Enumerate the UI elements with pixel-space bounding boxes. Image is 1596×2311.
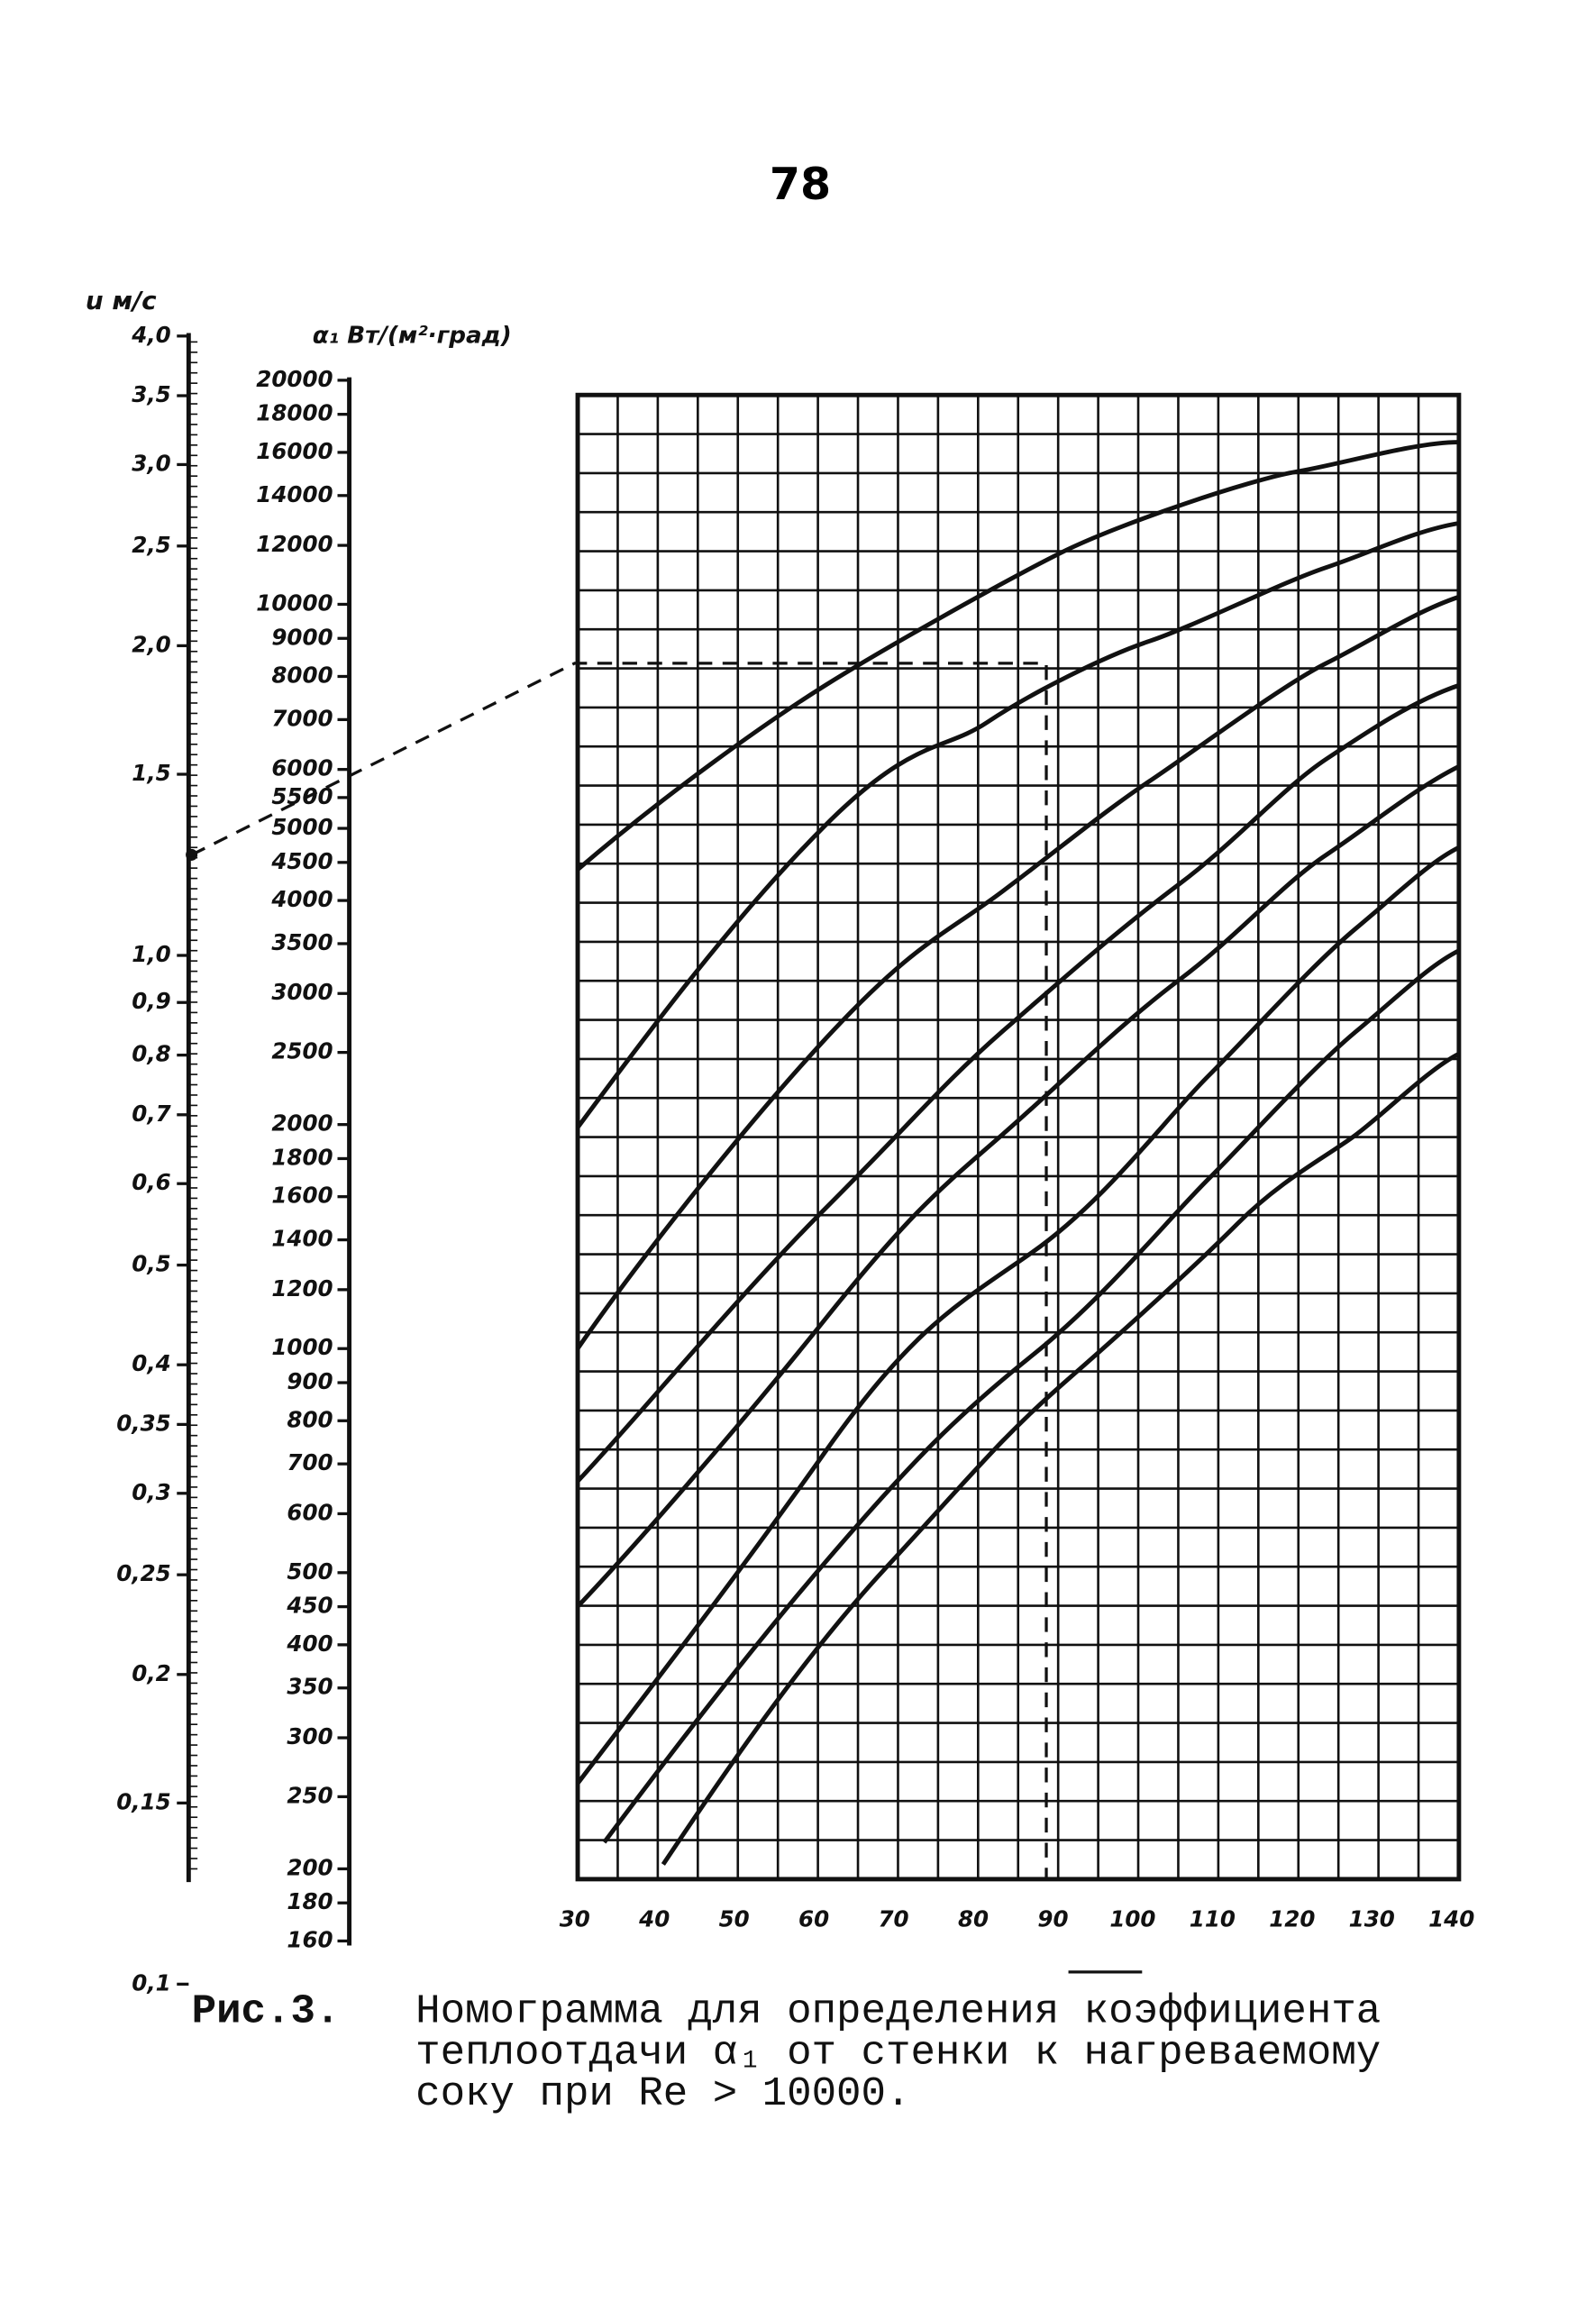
velocity-tick-label: 2,0 bbox=[132, 631, 170, 657]
curve bbox=[576, 440, 1459, 872]
key-point bbox=[186, 848, 198, 861]
x-tick-label: 80 bbox=[958, 1906, 989, 1932]
x-tick-label: 100 bbox=[1109, 1906, 1155, 1932]
velocity-tick-label: 3,0 bbox=[132, 450, 170, 476]
curve bbox=[576, 764, 1460, 1609]
velocity-tick-label: 0,1 bbox=[132, 1969, 170, 1996]
alpha-tick-label: 3000 bbox=[271, 979, 333, 1005]
alpha-tick-label: 700 bbox=[287, 1449, 333, 1475]
alpha-tick-label: 5000 bbox=[271, 814, 333, 840]
alpha-tick-label: 1400 bbox=[271, 1226, 333, 1252]
alpha-tick-label: 300 bbox=[287, 1723, 333, 1749]
velocity-label: u м/с bbox=[86, 286, 157, 315]
curve bbox=[576, 521, 1460, 1129]
caption-line: теплоотдачи α₁ от стенки к нагреваемому bbox=[415, 2029, 1381, 2076]
curves bbox=[576, 440, 1460, 1866]
alpha-tick-label: 500 bbox=[287, 1558, 333, 1585]
x-tick-label: 130 bbox=[1349, 1906, 1395, 1932]
velocity-tick-label: 0,9 bbox=[132, 988, 170, 1014]
x-tick-label: 50 bbox=[719, 1906, 750, 1932]
x-tick-label: 110 bbox=[1190, 1906, 1236, 1932]
velocity-tick-label: 0,2 bbox=[132, 1660, 170, 1686]
alpha-tick-label: 1200 bbox=[271, 1275, 333, 1302]
grid-frame bbox=[575, 392, 1462, 1882]
x-tick-label: 70 bbox=[879, 1906, 909, 1932]
alpha-tick-label: 400 bbox=[286, 1630, 333, 1657]
alpha-tick-label: 9000 bbox=[271, 624, 333, 650]
velocity-tick-label: 0,6 bbox=[132, 1169, 170, 1195]
velocity-tick-label: 0,15 bbox=[116, 1788, 170, 1814]
alpha-tick-label: 4500 bbox=[270, 848, 333, 874]
velocity-tick-label: 0,3 bbox=[132, 1479, 170, 1505]
alpha-tick-label: 900 bbox=[287, 1368, 333, 1394]
alpha-tick-label: 20000 bbox=[256, 366, 333, 392]
alpha-tick-label: 200 bbox=[287, 1854, 333, 1880]
alpha-tick-label: 18000 bbox=[256, 400, 333, 426]
curve bbox=[576, 683, 1460, 1484]
velocity-tick-label: 0,4 bbox=[132, 1350, 170, 1376]
alpha-label: α₁ Вт/(м²·град) bbox=[313, 322, 512, 349]
velocity-tick-label: 0,25 bbox=[116, 1560, 170, 1586]
caption-line: соку при Re > 10000. bbox=[415, 2070, 910, 2117]
curve bbox=[576, 845, 1460, 1786]
alpha-tick-label: 8000 bbox=[271, 662, 333, 688]
alpha-tick-label: 7000 bbox=[271, 705, 333, 731]
alpha-tick-label: 450 bbox=[286, 1593, 333, 1619]
alpha-tick-label: 16000 bbox=[256, 438, 333, 464]
caption: Номограмма для определения коэффициентат… bbox=[415, 1988, 1381, 2118]
alpha-tick-label: 12000 bbox=[256, 531, 333, 557]
alpha-tick-label: 250 bbox=[287, 1782, 333, 1808]
velocity-tick-label: 1,5 bbox=[132, 760, 170, 786]
curve bbox=[661, 1051, 1460, 1866]
curve bbox=[576, 594, 1460, 1350]
page-number: 78 bbox=[770, 158, 831, 210]
alpha-tick-label: 160 bbox=[287, 1926, 333, 1952]
alpha-tick-label: 1800 bbox=[271, 1144, 333, 1170]
alpha-tick-label: 350 bbox=[287, 1674, 333, 1700]
velocity-tick-label: 0,5 bbox=[132, 1251, 170, 1277]
alpha-tick-label: 4000 bbox=[270, 886, 333, 912]
alpha-tick-label: 2000 bbox=[271, 1110, 333, 1137]
alpha-tick-label: 800 bbox=[287, 1406, 333, 1432]
x-tick-label: 120 bbox=[1269, 1906, 1315, 1932]
alpha-tick-label: 2500 bbox=[271, 1038, 333, 1064]
alpha-tick-label: 14000 bbox=[256, 481, 333, 507]
curve bbox=[602, 948, 1460, 1844]
alpha-tick-label: 5500 bbox=[271, 783, 333, 809]
x-tick-label: 40 bbox=[638, 1906, 670, 1932]
example-key-line bbox=[190, 662, 1048, 1879]
x-tick-label: 140 bbox=[1428, 1906, 1474, 1932]
alpha-tick-label: 180 bbox=[287, 1888, 333, 1914]
alpha-tick-label: 1600 bbox=[271, 1183, 333, 1209]
x-tick-label: 90 bbox=[1037, 1906, 1068, 1932]
velocity-tick-label: 2,5 bbox=[132, 532, 170, 558]
velocity-tick-label: 0,7 bbox=[132, 1101, 171, 1127]
alpha-tick-label: 6000 bbox=[271, 755, 333, 781]
x-tick-label: 60 bbox=[798, 1906, 829, 1932]
alpha-tick-label: 10000 bbox=[256, 589, 333, 616]
velocity-tick-label: 1,0 bbox=[132, 941, 170, 967]
velocity-tick-label: 4,0 bbox=[131, 322, 170, 348]
velocity-tick-label: 3,5 bbox=[132, 381, 170, 407]
caption-label: Рис.3. bbox=[192, 1988, 341, 2035]
alpha-tick-label: 3500 bbox=[271, 929, 333, 955]
caption-line: Номограмма для определения коэффициента bbox=[415, 1988, 1381, 2035]
velocity-tick-label: 0,8 bbox=[132, 1041, 170, 1067]
alpha-tick-label: 1000 bbox=[271, 1334, 333, 1360]
velocity-tick-label: 0,35 bbox=[116, 1410, 170, 1436]
alpha-tick-label: 600 bbox=[287, 1499, 333, 1525]
x-tick-label: 30 bbox=[560, 1906, 590, 1932]
